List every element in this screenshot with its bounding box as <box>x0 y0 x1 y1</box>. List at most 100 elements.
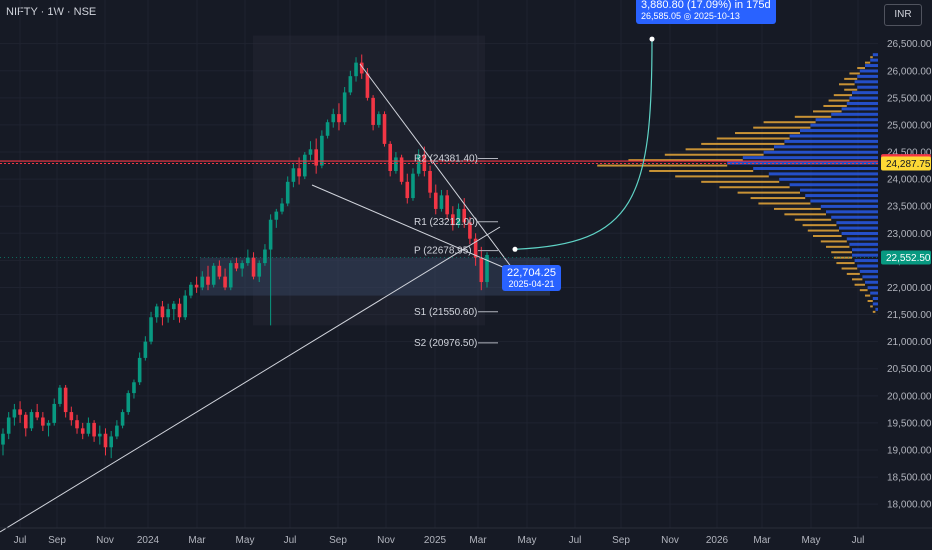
pivot-level-label: R2 (24381.40) <box>414 153 478 164</box>
candle-body <box>388 143 392 171</box>
candle-body <box>52 403 57 423</box>
x-axis-tick-label: 2025 <box>424 535 447 546</box>
y-axis-tick-label: 21,000.00 <box>887 337 932 348</box>
y-axis-tick-label: 20,500.00 <box>887 364 932 375</box>
projection-target-tag: 3,880.80 (17.09%) in 175d 26,585.05 ◎ 20… <box>636 0 776 25</box>
y-axis-tick-label: 18,000.00 <box>887 500 932 511</box>
x-axis-tick-label: 2026 <box>706 535 729 546</box>
candle-body <box>120 412 125 426</box>
x-axis-tick-label: Mar <box>188 535 206 546</box>
candle-body <box>445 195 449 215</box>
y-axis-tick-label: 24,500.00 <box>887 148 932 159</box>
candle-body <box>462 208 467 223</box>
candle-body <box>149 317 153 342</box>
candle-body <box>41 417 45 426</box>
candle-body <box>394 157 398 171</box>
projection-target: 26,585.05 ◎ 2025-10-13 <box>641 11 740 22</box>
y-axis-tick-label: 22,000.00 <box>887 283 932 294</box>
volume-profile-bar-up <box>849 96 878 100</box>
candle-body <box>228 263 233 288</box>
x-axis-tick-label: May <box>236 535 255 546</box>
header-sep-1: · <box>37 6 48 18</box>
interval-label[interactable]: 1W <box>47 6 64 18</box>
x-axis-tick-label: Jul <box>284 535 297 546</box>
y-axis-tick-label: 19,000.00 <box>887 445 932 456</box>
volume-profile-bar-up <box>784 139 878 143</box>
pivot-level-label: S1 (21550.60) <box>414 307 477 318</box>
candle-body <box>416 154 421 174</box>
x-axis-tick-label: Jul <box>569 535 582 546</box>
volume-profile-bar-up <box>865 64 878 68</box>
volume-profile-bar-down <box>854 283 865 286</box>
candle-body <box>348 76 353 93</box>
volume-profile-bar-down <box>813 110 842 113</box>
volume-profile-bar-up <box>753 166 878 170</box>
candle-body <box>268 219 273 250</box>
volume-profile-bar-down <box>820 240 847 243</box>
volume-profile-bar-up <box>862 275 878 279</box>
volume-profile-bar-up <box>852 253 878 257</box>
volume-profile-bar-down <box>597 164 728 167</box>
volume-profile-bar-down <box>807 229 839 232</box>
volume-profile-bar-down <box>758 202 811 205</box>
projection-start-dot <box>512 246 518 252</box>
volume-profile-bar-up <box>789 183 878 187</box>
volume-profile-bar-down <box>852 278 863 281</box>
volume-profile-bar-up <box>857 74 878 78</box>
volume-profile-bar-up <box>800 129 878 133</box>
volume-profile-bar-up <box>727 161 878 165</box>
volume-profile-bar-down <box>870 305 873 308</box>
y-axis-tick-label: 23,000.00 <box>887 229 932 240</box>
candle-body <box>411 173 415 199</box>
candle-body <box>251 257 256 277</box>
volume-profile-bar-down <box>872 310 876 313</box>
x-axis-tick-label: 2024 <box>137 535 160 546</box>
volume-profile-bar-up <box>820 204 878 208</box>
x-axis-tick-label: Nov <box>661 535 679 546</box>
lower-channel-line <box>311 184 506 269</box>
candle-body <box>183 295 188 318</box>
candle-body <box>103 433 108 448</box>
candle-body <box>263 249 267 264</box>
long-trendline <box>0 226 501 533</box>
volume-profile-bar-up <box>841 107 878 111</box>
volume-profile-bar-up <box>852 248 878 252</box>
x-axis-tick-label: May <box>802 535 821 546</box>
volume-profile-bar-down <box>794 115 832 118</box>
symbol-header[interactable]: NIFTY · 1W · NSE <box>6 6 96 18</box>
volume-profile-bar-up <box>810 199 878 203</box>
candle-body <box>160 306 165 318</box>
volume-profile-bar-down <box>867 300 873 303</box>
candle-body <box>371 97 375 125</box>
header-sep-2: · <box>63 6 74 18</box>
volume-profile-bar-up <box>800 188 878 192</box>
volume-profile-bar-down <box>763 121 816 124</box>
volume-profile-bar-up <box>857 264 878 268</box>
volume-profile-bar-down <box>831 251 852 254</box>
candle-body <box>314 149 318 166</box>
candle-body <box>166 309 170 318</box>
candle-body <box>35 412 39 418</box>
candle-body <box>354 62 358 77</box>
x-axis-tick-label: Mar <box>753 535 771 546</box>
candle-body <box>456 208 461 226</box>
volume-profile-bar-down <box>774 207 821 210</box>
candle-body <box>206 276 210 285</box>
candle-body <box>479 257 484 283</box>
candle-body <box>257 263 262 277</box>
candle-body <box>109 436 113 448</box>
volume-profile-bar-down <box>737 191 800 194</box>
candle-body <box>240 263 244 269</box>
y-axis-tick-label: 19,500.00 <box>887 418 932 429</box>
volume-profile-bar-down <box>628 159 743 162</box>
volume-profile-bar-up <box>836 221 878 225</box>
volume-profile-bar-up <box>865 280 878 284</box>
volume-profile-bar-up <box>805 194 878 198</box>
candle-body <box>18 409 22 415</box>
currency-button[interactable]: INR <box>884 4 922 26</box>
volume-profile-bar-down <box>675 175 769 178</box>
volume-profile-bar-down <box>735 132 800 135</box>
x-axis-tick-label: Jul <box>852 535 865 546</box>
candle-body <box>320 135 324 166</box>
